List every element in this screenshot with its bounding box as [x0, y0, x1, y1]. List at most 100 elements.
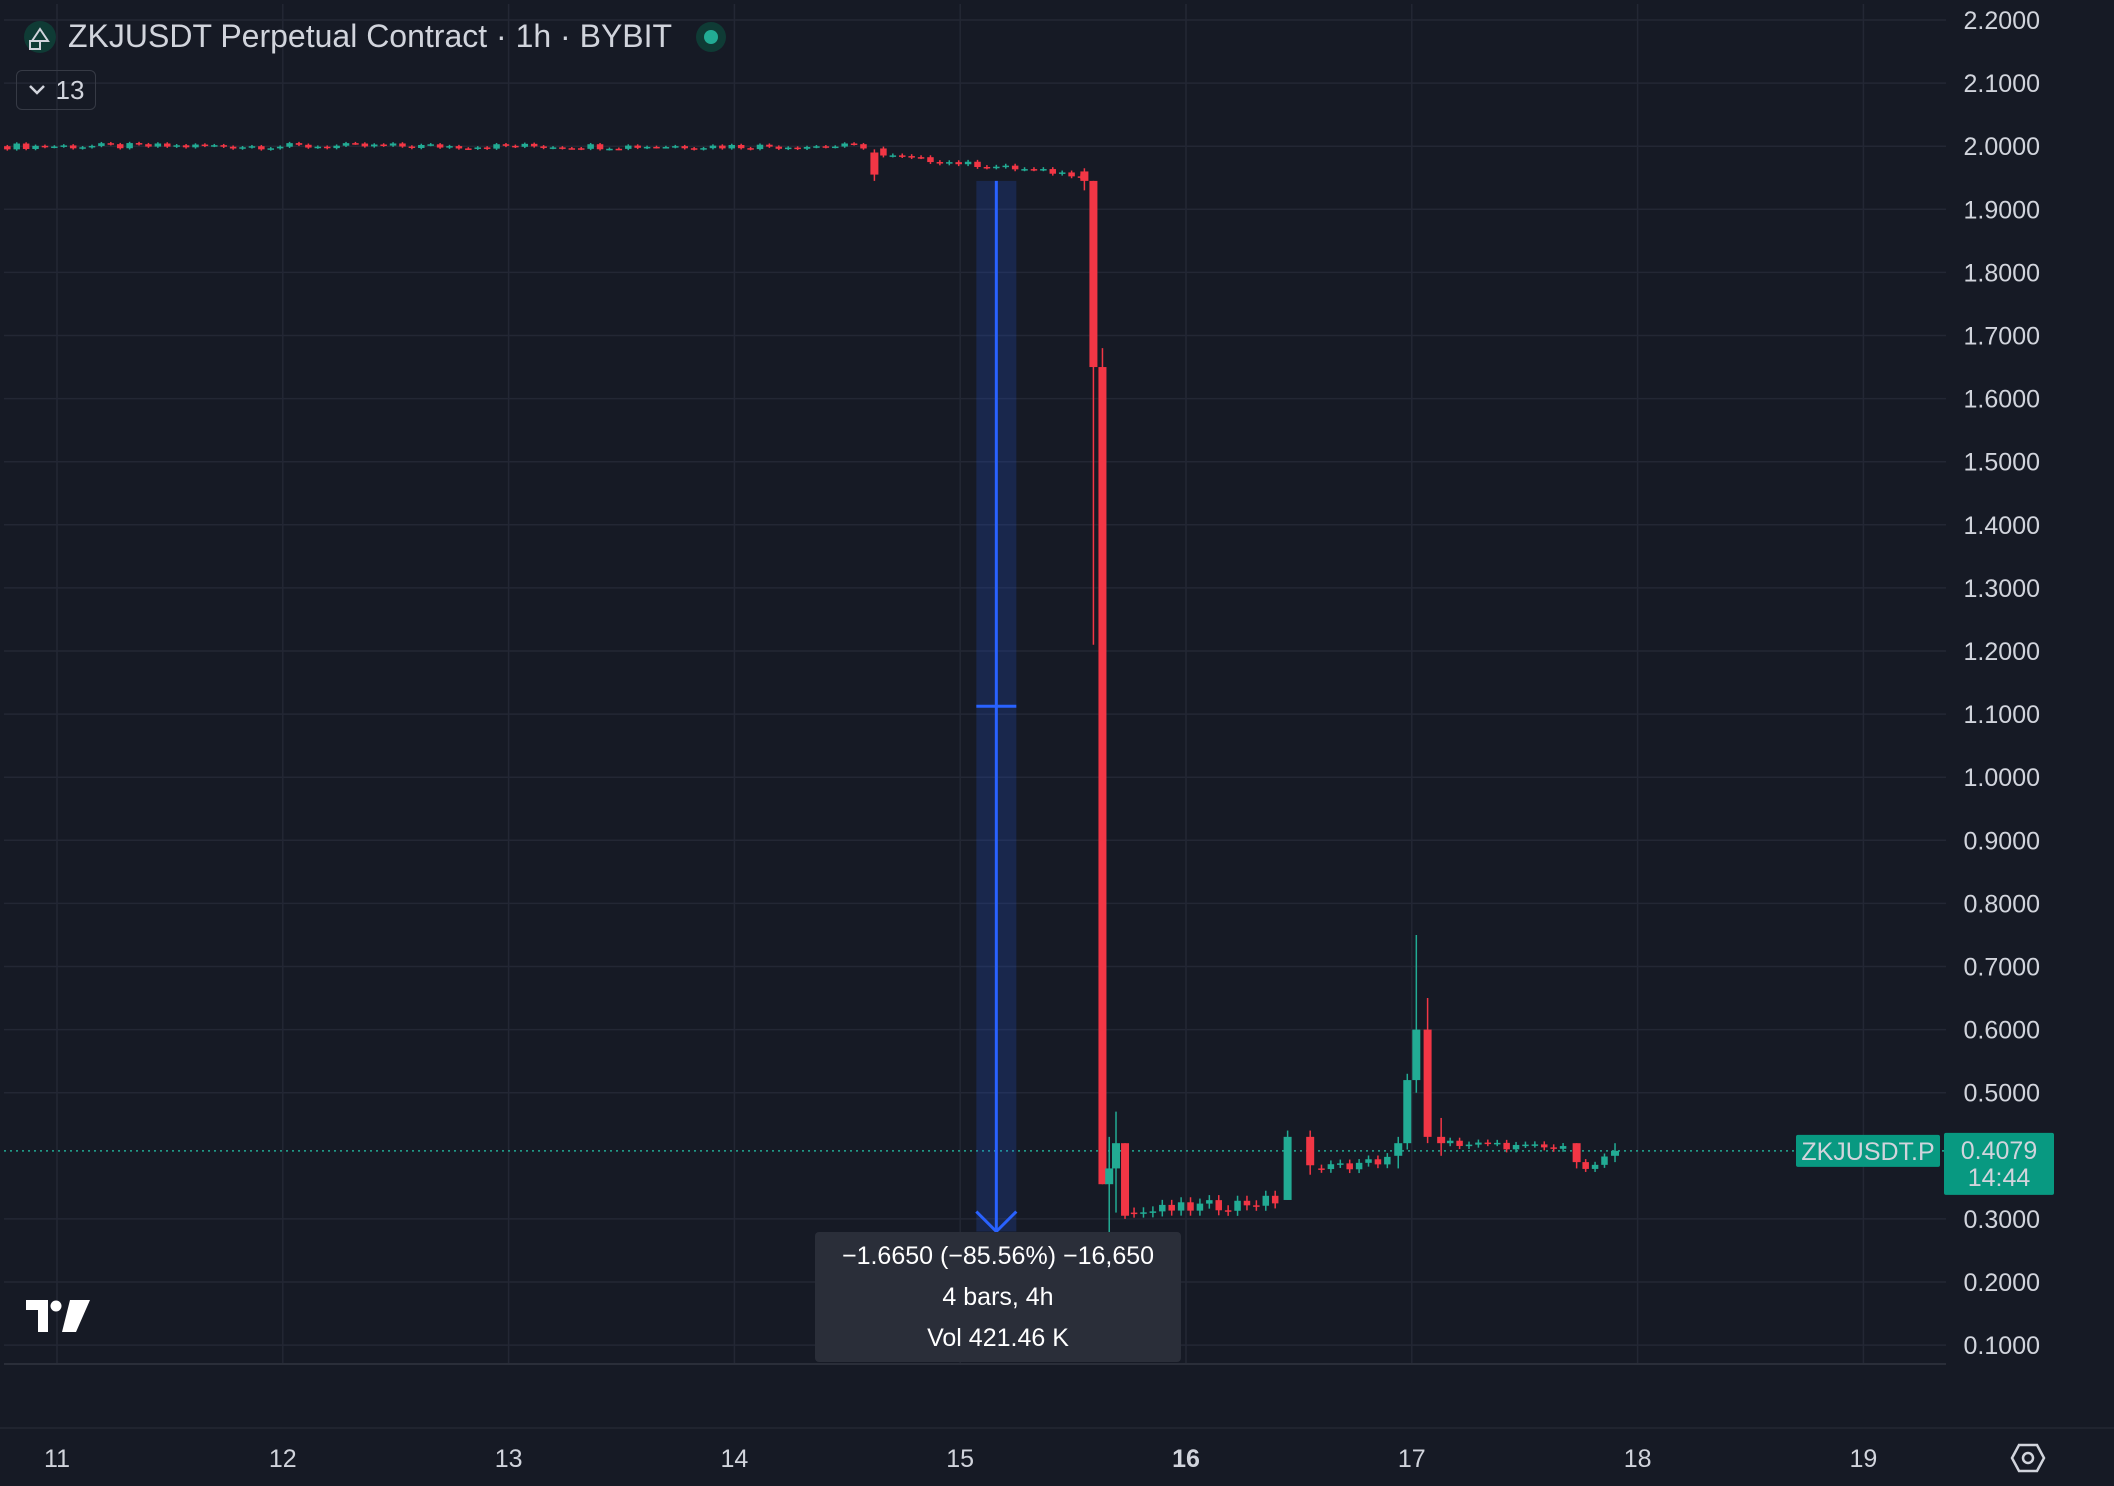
candle[interactable] [314, 146, 322, 149]
price-axis[interactable]: 2.2000 2.1000 2.0000 1.9000 1.8000 1.7000 1.60… [1964, 7, 2040, 1360]
candle[interactable] [993, 166, 1000, 169]
candle[interactable] [333, 145, 340, 149]
candle[interactable] [116, 144, 124, 149]
candle[interactable] [455, 146, 463, 149]
candle[interactable] [747, 148, 754, 150]
candle[interactable] [1559, 1146, 1567, 1149]
candle[interactable] [832, 146, 839, 149]
candle[interactable] [719, 145, 726, 149]
candle[interactable] [1215, 1200, 1222, 1211]
candle[interactable] [1130, 1212, 1138, 1215]
chart-legend[interactable]: ZKJUSDT Perpetual Contract · 1h · BYBIT [22, 18, 727, 55]
candle[interactable] [323, 146, 331, 149]
candle[interactable] [361, 143, 369, 147]
candle[interactable] [889, 155, 897, 157]
candle[interactable] [1384, 1156, 1391, 1165]
candle[interactable] [418, 144, 425, 148]
candle[interactable] [79, 147, 86, 149]
candle[interactable] [1346, 1163, 1353, 1170]
candle[interactable] [248, 146, 256, 148]
candle[interactable] [625, 145, 632, 149]
candle[interactable] [1601, 1156, 1608, 1165]
candle[interactable] [465, 148, 472, 150]
candle-key[interactable] [1394, 1143, 1403, 1156]
candle[interactable] [634, 145, 641, 148]
candle[interactable] [1503, 1142, 1510, 1150]
candle[interactable] [681, 146, 688, 149]
candle[interactable] [69, 145, 77, 149]
candle[interactable] [295, 143, 303, 145]
candle[interactable] [1206, 1200, 1213, 1204]
candle[interactable] [794, 147, 801, 150]
candle[interactable] [606, 148, 613, 151]
candle[interactable] [974, 161, 981, 167]
candle[interactable] [1318, 1168, 1325, 1170]
candle[interactable] [1337, 1163, 1344, 1165]
candle[interactable] [267, 148, 275, 150]
candle[interactable] [568, 148, 576, 150]
candle[interactable] [446, 146, 453, 148]
candle-key[interactable] [1121, 1143, 1130, 1216]
candle[interactable] [60, 145, 68, 147]
indicators-toggle-button[interactable]: 13 [16, 70, 96, 110]
candle[interactable] [239, 147, 246, 149]
candle-key[interactable] [870, 152, 879, 175]
market-status-icon[interactable] [696, 21, 727, 52]
candle[interactable] [577, 148, 585, 150]
candle[interactable] [1365, 1159, 1372, 1163]
candle-key[interactable] [1080, 171, 1089, 181]
candle[interactable] [643, 146, 651, 149]
candle[interactable] [596, 144, 604, 150]
candle[interactable] [1040, 169, 1047, 171]
candle-key[interactable] [1089, 180, 1098, 368]
candle[interactable] [1446, 1140, 1454, 1144]
candle[interactable] [1021, 169, 1028, 171]
candle[interactable] [860, 144, 867, 149]
candle-key[interactable] [1105, 1168, 1114, 1185]
candle[interactable] [1465, 1144, 1473, 1147]
candle[interactable] [728, 144, 736, 149]
candle[interactable] [946, 162, 953, 164]
candle[interactable] [342, 143, 350, 146]
candle[interactable] [908, 156, 915, 158]
candle[interactable] [1262, 1195, 1270, 1206]
candle[interactable] [154, 143, 162, 147]
candle-key[interactable] [1306, 1136, 1315, 1166]
candle-key[interactable] [1572, 1143, 1581, 1163]
time-axis[interactable]: 11 12 13 14 15 16 17 18 19 [44, 1445, 1877, 1473]
candle[interactable] [164, 143, 171, 147]
candle[interactable] [192, 144, 199, 148]
candle[interactable] [145, 144, 152, 147]
candle[interactable] [1168, 1204, 1175, 1211]
candle[interactable] [182, 145, 190, 148]
candle[interactable] [1541, 1144, 1548, 1148]
candle[interactable] [512, 145, 519, 148]
candle[interactable] [201, 144, 209, 147]
candle[interactable] [880, 148, 887, 156]
candle[interactable] [1484, 1142, 1492, 1145]
candle[interactable] [756, 144, 764, 150]
candle-key[interactable] [1412, 1029, 1421, 1081]
candle[interactable] [399, 143, 406, 147]
candle[interactable] [1355, 1162, 1363, 1170]
candle[interactable] [305, 144, 312, 148]
candle[interactable] [1475, 1142, 1482, 1145]
candle[interactable] [955, 162, 962, 165]
candle[interactable] [1049, 169, 1057, 174]
candle[interactable] [427, 144, 434, 146]
candle[interactable] [813, 146, 820, 148]
candle[interactable] [700, 148, 707, 150]
symbol-title[interactable]: ZKJUSDT Perpetual Contract · 1h · BYBIT [68, 18, 673, 54]
candle[interactable] [1531, 1144, 1539, 1146]
candle[interactable] [1159, 1204, 1166, 1212]
candle[interactable] [1058, 172, 1066, 174]
candle[interactable] [559, 147, 566, 149]
candle[interactable] [13, 143, 20, 150]
candle[interactable] [1243, 1200, 1251, 1206]
candle[interactable] [672, 146, 679, 148]
candle[interactable] [1187, 1202, 1194, 1211]
candle[interactable] [1374, 1159, 1382, 1165]
candle[interactable] [1253, 1205, 1260, 1207]
candle[interactable] [898, 155, 906, 157]
candle[interactable] [22, 143, 30, 149]
